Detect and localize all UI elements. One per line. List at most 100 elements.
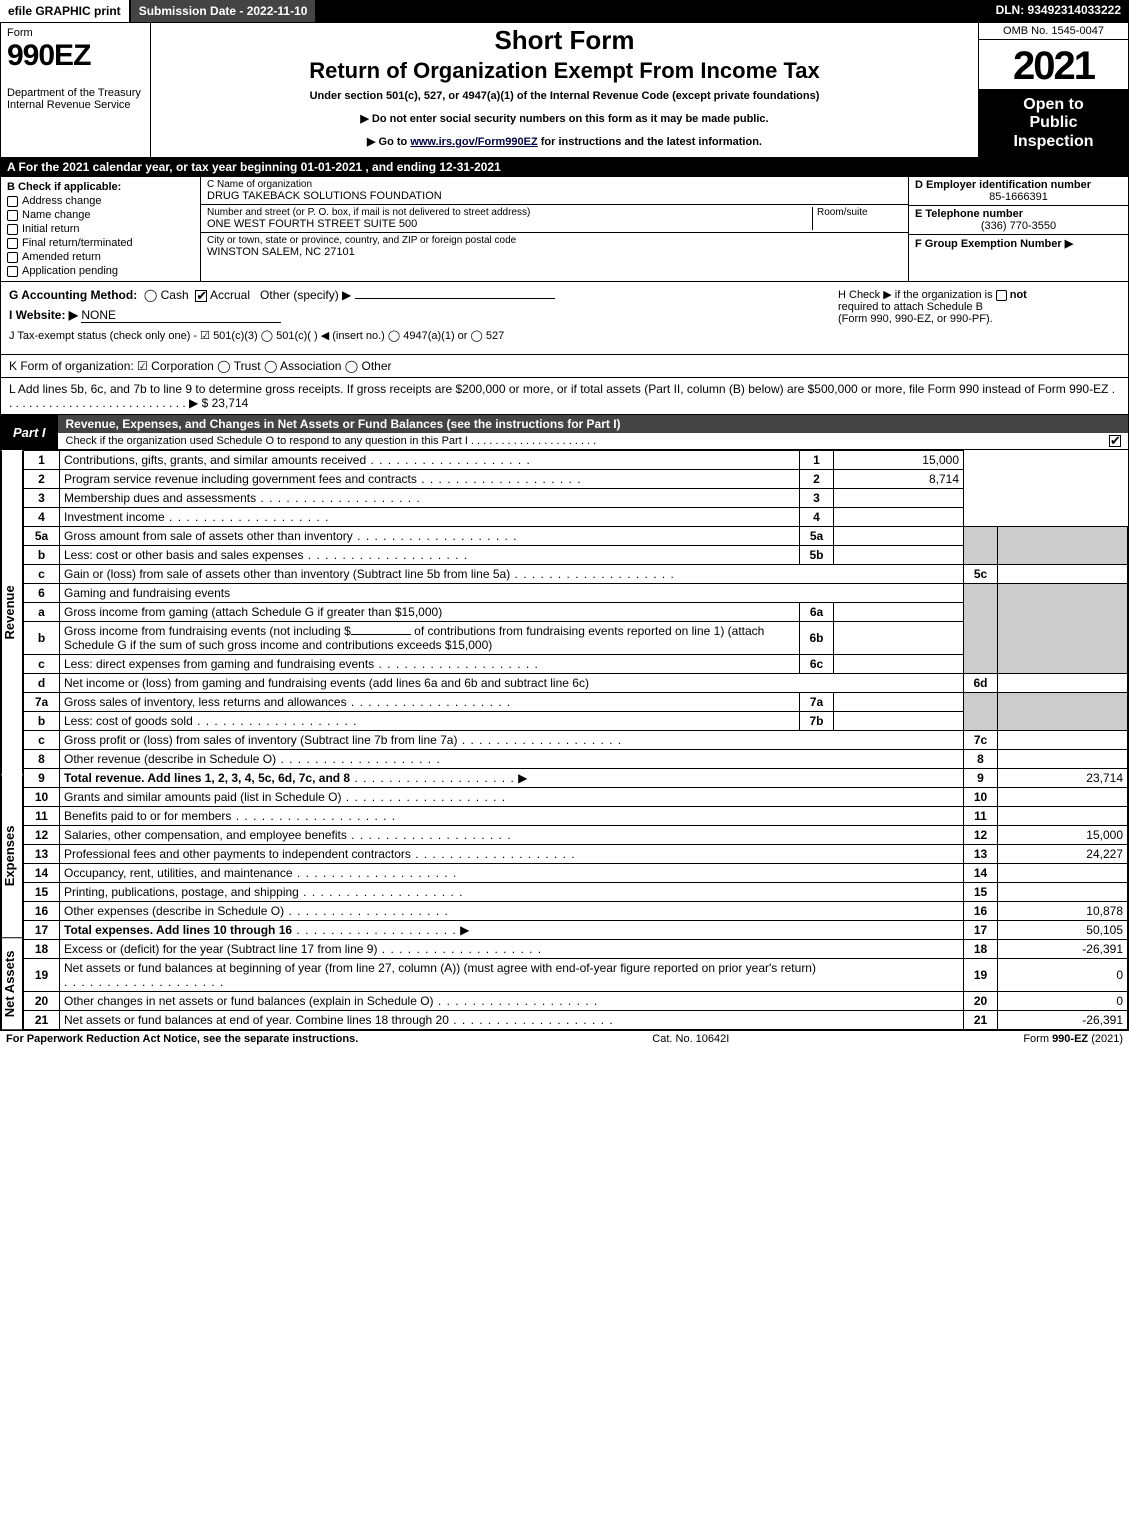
line-19: 19Net assets or fund balances at beginni… bbox=[24, 959, 1128, 992]
line-13: 13Professional fees and other payments t… bbox=[24, 845, 1128, 864]
open-to-public: Open to Public Inspection bbox=[979, 89, 1128, 157]
footer-left: For Paperwork Reduction Act Notice, see … bbox=[6, 1033, 358, 1045]
form-body: Form 990EZ Department of the Treasury In… bbox=[0, 22, 1129, 1031]
section-bcdef: B Check if applicable: Address change Na… bbox=[1, 177, 1128, 282]
checkbox-icon[interactable] bbox=[7, 210, 18, 221]
other-specify-field[interactable] bbox=[355, 298, 555, 299]
short-form-label: Short Form bbox=[157, 25, 972, 56]
tax-year: 2021 bbox=[979, 40, 1128, 89]
line-5a: 5aGross amount from sale of assets other… bbox=[24, 527, 1128, 546]
irs-link[interactable]: www.irs.gov/Form990EZ bbox=[410, 136, 537, 148]
efile-print[interactable]: efile GRAPHIC print bbox=[0, 0, 131, 22]
phone-value: (336) 770-3550 bbox=[915, 220, 1122, 232]
ein-value: 85-1666391 bbox=[915, 191, 1122, 203]
chk-label: Address change bbox=[22, 195, 102, 207]
col-b-checkboxes: B Check if applicable: Address change Na… bbox=[1, 177, 201, 281]
city: WINSTON SALEM, NC 27101 bbox=[207, 246, 902, 258]
row-k: K Form of organization: ☑ Corporation ◯ … bbox=[1, 354, 1128, 377]
line-5b: bLess: cost or other basis and sales exp… bbox=[24, 546, 1128, 565]
line-7b: bLess: cost of goods sold7b bbox=[24, 712, 1128, 731]
line-7c: cGross profit or (loss) from sales of in… bbox=[24, 731, 1128, 750]
line-8: 8Other revenue (describe in Schedule O)8 bbox=[24, 750, 1128, 769]
org-name-cell: C Name of organization DRUG TAKEBACK SOL… bbox=[201, 177, 908, 205]
instr-no-ssn: ▶ Do not enter social security numbers o… bbox=[157, 112, 972, 125]
chk-label: Amended return bbox=[22, 251, 101, 263]
return-title: Return of Organization Exempt From Incom… bbox=[157, 58, 972, 84]
address-row: Number and street (or P. O. box, if mail… bbox=[201, 205, 908, 233]
rows-ghij: G Accounting Method: ◯ Cash Accrual Othe… bbox=[1, 282, 1128, 354]
footer-cat: Cat. No. 10642I bbox=[652, 1033, 729, 1045]
row-h-text2: required to attach Schedule B bbox=[838, 301, 983, 313]
part-i-tag: Part I bbox=[1, 423, 58, 442]
line-14: 14Occupancy, rent, utilities, and mainte… bbox=[24, 864, 1128, 883]
group-exemption-label: F Group Exemption Number ▶ bbox=[915, 237, 1122, 250]
lines-table: 1Contributions, gifts, grants, and simil… bbox=[23, 450, 1128, 1030]
other-option: Other (specify) ▶ bbox=[260, 288, 351, 302]
accrual-option: Accrual bbox=[210, 288, 250, 302]
row-h-not: not bbox=[1010, 289, 1027, 301]
right-header-block: OMB No. 1545-0047 2021 Open to Public In… bbox=[978, 23, 1128, 157]
chk-name-change[interactable]: Name change bbox=[7, 209, 194, 221]
chk-label: Final return/terminated bbox=[22, 237, 133, 249]
checkbox-icon[interactable] bbox=[7, 266, 18, 277]
part-i-note: Check if the organization used Schedule … bbox=[58, 433, 1102, 449]
row-j-tax-exempt: J Tax-exempt status (check only one) - ☑… bbox=[9, 329, 830, 342]
revenue-side-label: Revenue bbox=[1, 450, 23, 774]
ein-label: D Employer identification number bbox=[915, 179, 1122, 191]
line-12: 12Salaries, other compensation, and empl… bbox=[24, 826, 1128, 845]
chk-final-return[interactable]: Final return/terminated bbox=[7, 237, 194, 249]
line-16: 16Other expenses (describe in Schedule O… bbox=[24, 902, 1128, 921]
checkbox-icon[interactable] bbox=[7, 252, 18, 263]
form-id-block: Form 990EZ Department of the Treasury In… bbox=[1, 23, 151, 157]
topbar-spacer bbox=[317, 0, 987, 22]
org-name-label: C Name of organization bbox=[207, 179, 902, 190]
open-line2: Public bbox=[983, 114, 1124, 132]
omb-number: OMB No. 1545-0047 bbox=[979, 23, 1128, 40]
row-l-value: 23,714 bbox=[212, 396, 249, 410]
part-i-table: Revenue Expenses Net Assets 1Contributio… bbox=[1, 450, 1128, 1030]
form-header: Form 990EZ Department of the Treasury In… bbox=[1, 23, 1128, 158]
row-g-accounting: G Accounting Method: ◯ Cash Accrual Othe… bbox=[9, 288, 830, 302]
page-footer: For Paperwork Reduction Act Notice, see … bbox=[0, 1031, 1129, 1047]
chk-address-change[interactable]: Address change bbox=[7, 195, 194, 207]
instr-goto-pre: ▶ Go to bbox=[367, 136, 410, 148]
line-6a: aGross income from gaming (attach Schedu… bbox=[24, 603, 1128, 622]
part-i-checkbox[interactable] bbox=[1102, 433, 1128, 449]
col-b-label: B Check if applicable: bbox=[7, 181, 194, 193]
line-1: 1Contributions, gifts, grants, and simil… bbox=[24, 451, 1128, 470]
dln: DLN: 93492314033222 bbox=[988, 0, 1129, 22]
submission-date: Submission Date - 2022-11-10 bbox=[131, 0, 318, 22]
chk-initial-return[interactable]: Initial return bbox=[7, 223, 194, 235]
phone-label: E Telephone number bbox=[915, 208, 1122, 220]
group-exemption-cell: F Group Exemption Number ▶ bbox=[909, 235, 1128, 252]
cash-option[interactable]: Cash bbox=[161, 288, 189, 302]
part-i-title: Revenue, Expenses, and Changes in Net As… bbox=[58, 415, 1128, 433]
chk-amended-return[interactable]: Amended return bbox=[7, 251, 194, 263]
address-label: Number and street (or P. O. box, if mail… bbox=[207, 207, 812, 218]
checkbox-icon[interactable] bbox=[7, 196, 18, 207]
chk-label: Initial return bbox=[22, 223, 79, 235]
chk-application-pending[interactable]: Application pending bbox=[7, 265, 194, 277]
ein-cell: D Employer identification number 85-1666… bbox=[909, 177, 1128, 206]
line-3: 3Membership dues and assessments3 bbox=[24, 489, 1128, 508]
line-6b: bGross income from fundraising events (n… bbox=[24, 622, 1128, 655]
line-20: 20Other changes in net assets or fund ba… bbox=[24, 992, 1128, 1011]
line-6c: cLess: direct expenses from gaming and f… bbox=[24, 655, 1128, 674]
title-block: Short Form Return of Organization Exempt… bbox=[151, 23, 978, 157]
chk-label: Application pending bbox=[22, 265, 118, 277]
accrual-checkbox[interactable] bbox=[195, 290, 207, 302]
checkbox-icon[interactable] bbox=[7, 238, 18, 249]
line-10: 10Grants and similar amounts paid (list … bbox=[24, 788, 1128, 807]
part-i-bar: Part I Revenue, Expenses, and Changes in… bbox=[1, 414, 1128, 450]
col-def: D Employer identification number 85-1666… bbox=[908, 177, 1128, 281]
row-h-checkbox[interactable] bbox=[996, 290, 1007, 301]
line-7a: 7aGross sales of inventory, less returns… bbox=[24, 693, 1128, 712]
row-l: L Add lines 5b, 6c, and 7b to line 9 to … bbox=[1, 377, 1128, 414]
line-2: 2Program service revenue including gover… bbox=[24, 470, 1128, 489]
checkbox-icon[interactable] bbox=[7, 224, 18, 235]
line-5c: cGain or (loss) from sale of assets othe… bbox=[24, 565, 1128, 584]
row-i-website: I Website: ▶ NONE bbox=[9, 308, 830, 323]
website-value: NONE bbox=[81, 308, 281, 323]
row-h-schedule-b: H Check ▶ if the organization is not req… bbox=[830, 288, 1120, 348]
city-cell: City or town, state or province, country… bbox=[201, 233, 908, 260]
